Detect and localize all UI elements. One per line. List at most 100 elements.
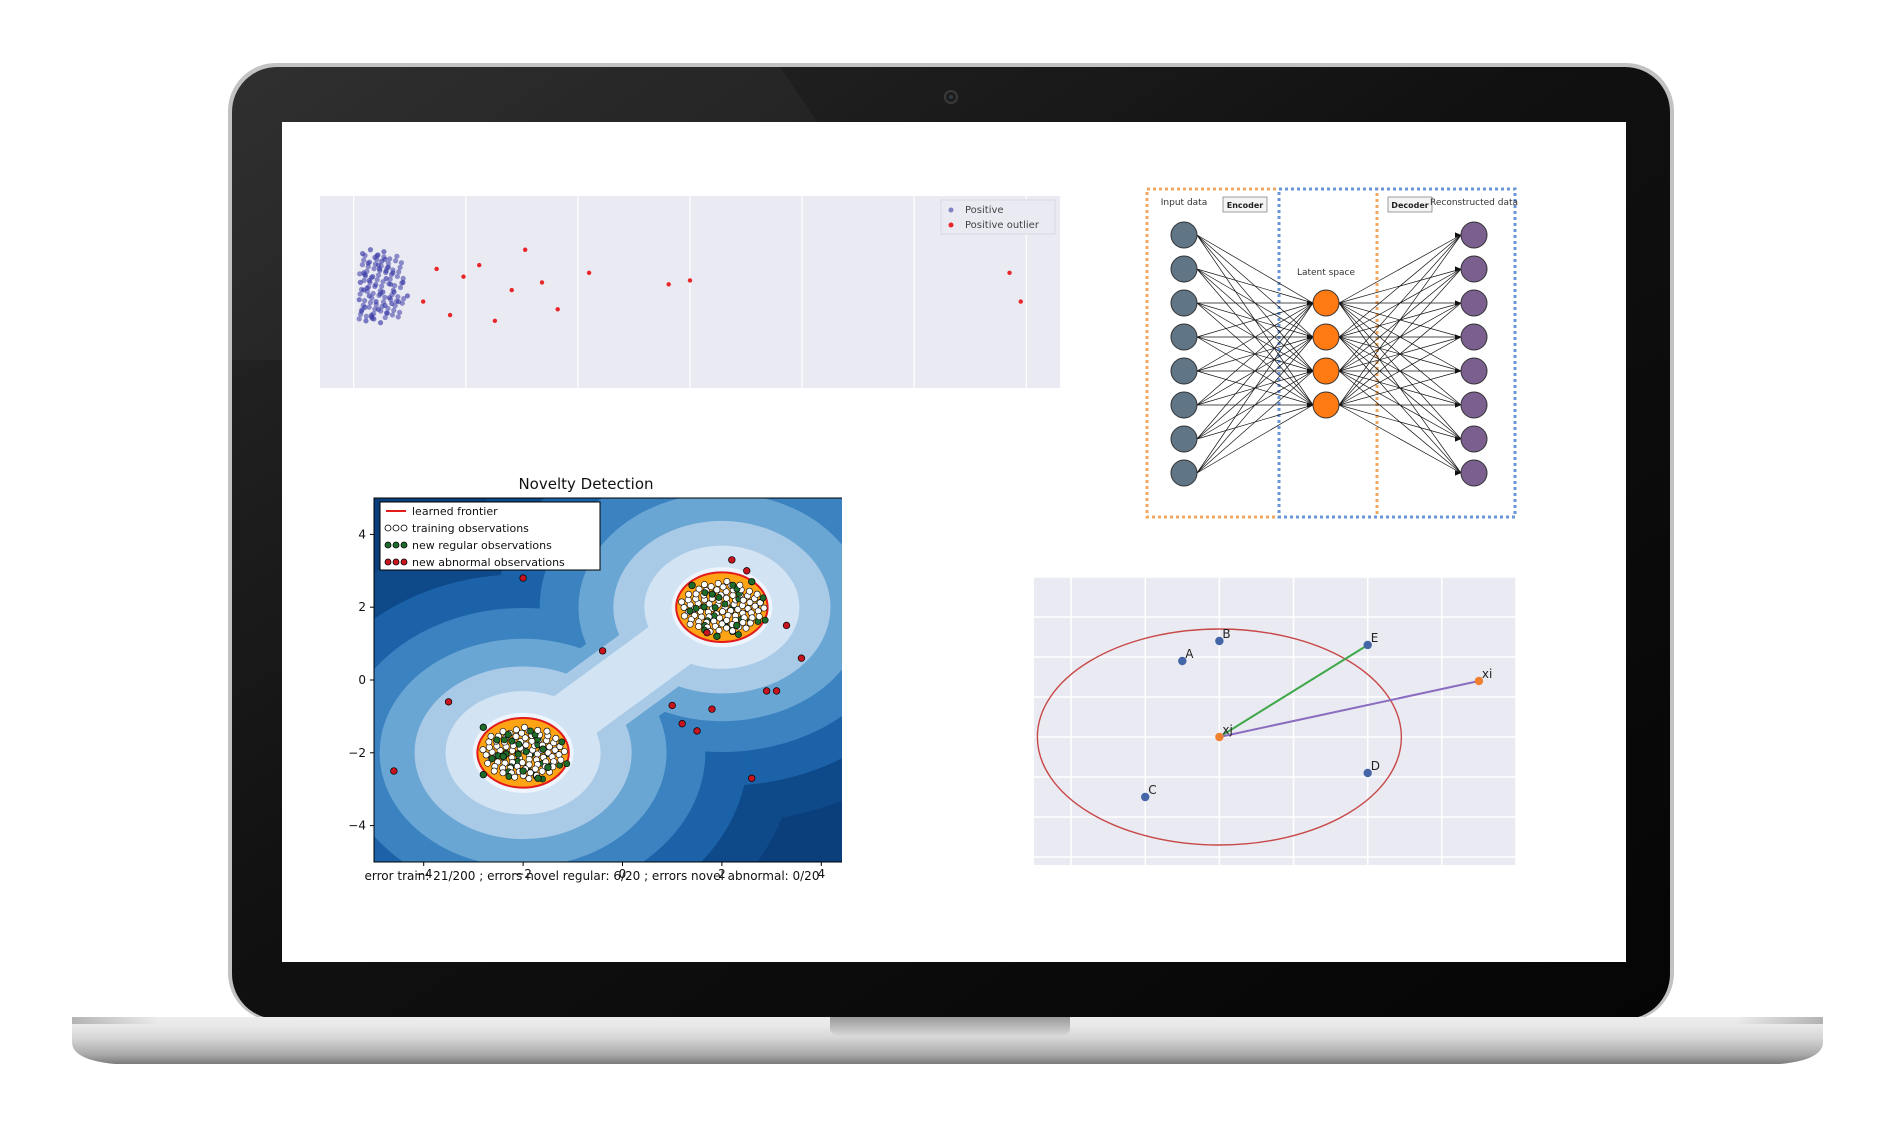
positive-point xyxy=(378,308,384,314)
training-point xyxy=(499,769,507,777)
positive-point xyxy=(367,299,374,306)
connection xyxy=(1338,234,1462,338)
outlier-point xyxy=(687,278,693,283)
y-tick-label: 2 xyxy=(358,600,366,614)
training-point xyxy=(557,756,565,764)
outlier-point xyxy=(509,287,514,293)
positive-point xyxy=(385,260,391,266)
connection xyxy=(1338,336,1462,406)
training-point xyxy=(723,616,731,624)
training-point xyxy=(719,583,727,591)
training-point xyxy=(692,590,700,598)
y-tick-label: 0 xyxy=(358,673,366,687)
regular-point xyxy=(708,590,716,598)
input-neuron xyxy=(1170,289,1198,317)
regular-point xyxy=(488,755,496,762)
shapes xyxy=(1036,628,1480,846)
positive-point xyxy=(375,252,381,258)
point-label: C xyxy=(1148,783,1156,797)
regular-point xyxy=(479,770,487,779)
output-label: Reconstructed data xyxy=(1430,198,1518,208)
regular-point xyxy=(514,750,522,758)
regular-point xyxy=(508,737,516,745)
positive-point xyxy=(372,261,378,267)
training-point xyxy=(719,608,726,615)
arrowhead xyxy=(1455,436,1461,442)
arrowhead xyxy=(1455,470,1461,476)
output-neuron xyxy=(1460,425,1488,453)
latent-neuron xyxy=(1312,391,1340,419)
positive-point xyxy=(400,275,406,282)
points xyxy=(356,247,1023,326)
outlier-point xyxy=(420,299,426,304)
training-point xyxy=(678,598,686,606)
positive-point xyxy=(399,300,405,306)
legend-entry: new regular observations xyxy=(412,539,552,552)
latent-neuron xyxy=(1312,323,1340,351)
legend-entry: Positive outlier xyxy=(965,220,1040,231)
output-neuron xyxy=(1460,221,1488,249)
training-point xyxy=(751,602,759,610)
positive-point xyxy=(389,292,395,298)
x-axis-label: error train: 21/200 ; errors novel regul… xyxy=(365,869,820,883)
y-tick-label: 4 xyxy=(358,527,366,541)
point-xi xyxy=(1474,676,1484,686)
training-point xyxy=(739,596,747,604)
encoder-box xyxy=(1145,187,1379,519)
connection xyxy=(1338,234,1462,372)
training-point xyxy=(723,624,730,632)
positive-point xyxy=(357,311,364,317)
positive-point xyxy=(376,292,382,298)
regular-point xyxy=(692,604,700,612)
positive-point xyxy=(399,280,405,286)
points: A B C D Exi xj xyxy=(1141,627,1492,802)
point-xj xyxy=(1215,732,1224,742)
arrowhead xyxy=(1307,368,1313,374)
regular-point xyxy=(715,594,723,601)
axis-ticks: −4 −2 0 2 4 4 2 0 −2 −4 xyxy=(348,527,825,881)
abnormal-point xyxy=(598,647,607,655)
point-B xyxy=(1215,636,1224,646)
positive-point xyxy=(382,314,388,321)
positive-point xyxy=(357,271,363,277)
positive-point xyxy=(387,256,393,262)
point-label: E xyxy=(1371,631,1379,645)
connection xyxy=(1196,302,1314,440)
laptop-notch xyxy=(830,1017,1070,1036)
positive-point xyxy=(362,273,369,279)
abnormal-point xyxy=(797,654,806,662)
regular-point xyxy=(735,631,742,638)
positive-point xyxy=(390,267,396,273)
arrowhead xyxy=(1307,402,1313,408)
training-point xyxy=(538,767,546,775)
positive-point xyxy=(396,269,402,275)
regular-point xyxy=(711,604,719,611)
abnormal-point xyxy=(782,621,791,630)
output-neuron xyxy=(1460,459,1488,487)
arrowhead xyxy=(1455,232,1461,238)
arrowhead xyxy=(1307,334,1313,340)
connection xyxy=(1196,404,1314,474)
y-tick-label: −4 xyxy=(348,819,366,833)
positive-point xyxy=(358,286,365,293)
positive-point xyxy=(392,303,398,309)
regular-point xyxy=(700,603,708,611)
positive-point xyxy=(359,262,365,268)
outlier-strip-chart: Positive Positive outlier xyxy=(320,196,1060,388)
training-point xyxy=(755,613,763,620)
arrowhead xyxy=(1455,300,1461,306)
legend-entry: new abnormal observations xyxy=(412,556,565,569)
positive-point xyxy=(380,279,386,285)
x-tick-label: 0 xyxy=(619,867,627,881)
positive-point xyxy=(364,268,370,274)
distance-line-xi xyxy=(1219,680,1480,738)
connection xyxy=(1196,234,1314,304)
positive-point xyxy=(397,309,403,315)
training-point xyxy=(511,773,519,781)
novelty-detection-chart: Novelty Detection −4 −2 0 2 4 4 2 0 −2 −4 learned… xyxy=(348,475,842,883)
latent-neuron xyxy=(1312,357,1340,385)
arrowhead xyxy=(1455,368,1461,374)
positive-point xyxy=(363,318,369,324)
positive-point xyxy=(394,273,400,280)
outlier-point xyxy=(1018,299,1023,304)
